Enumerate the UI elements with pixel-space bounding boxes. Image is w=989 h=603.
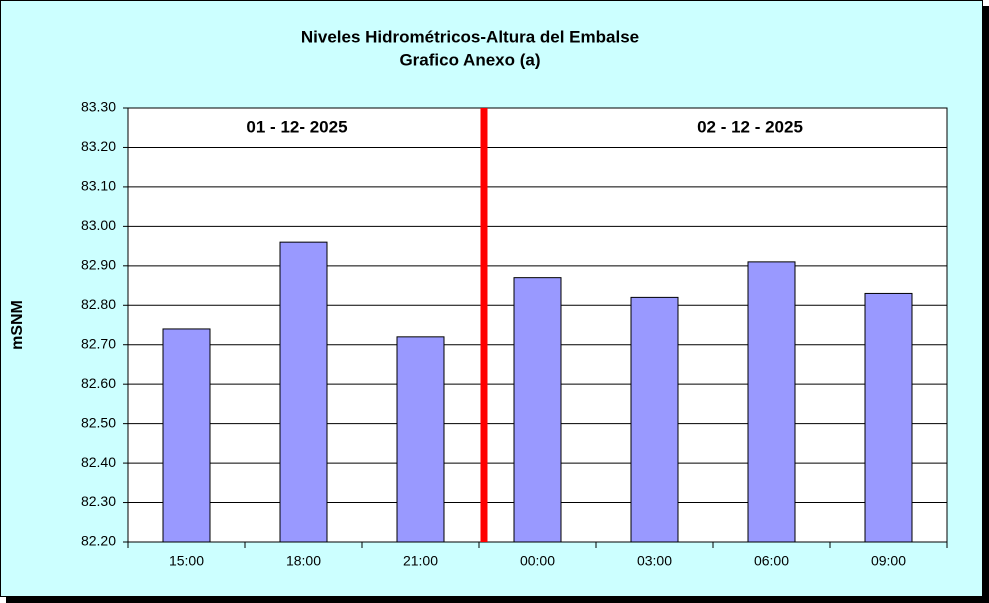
bar — [747, 261, 796, 543]
bar — [396, 336, 445, 543]
bar — [513, 277, 562, 543]
annotation: 01 - 12- 2025 — [246, 117, 347, 136]
x-tick-label: 15:00 — [169, 553, 204, 569]
y-tick-label: 82.80 — [81, 296, 116, 312]
y-tick-label: 82.40 — [81, 454, 116, 470]
chart-title: Niveles Hidrométricos-Altura del Embalse — [301, 27, 639, 46]
x-tick-label: 06:00 — [754, 553, 789, 569]
chart-subtitle: Grafico Anexo (a) — [399, 50, 540, 69]
x-tick-label: 03:00 — [637, 553, 672, 569]
bar — [864, 292, 913, 543]
y-tick-label: 83.10 — [81, 178, 116, 194]
y-tick-label: 82.50 — [81, 414, 116, 430]
y-tick-label: 82.70 — [81, 335, 116, 351]
x-tick-label: 18:00 — [286, 553, 321, 569]
x-tick-label: 21:00 — [403, 553, 438, 569]
bar — [162, 328, 211, 543]
y-tick-label: 82.60 — [81, 375, 116, 391]
annotation: 02 - 12 - 2025 — [697, 117, 803, 136]
x-tick-label: 09:00 — [871, 553, 906, 569]
bar — [279, 241, 328, 543]
marks: 82.20 82.30 82.40 82.50 82.60 82.70 82.80 82.90… — [81, 99, 948, 569]
y-tick-label: 82.30 — [81, 493, 116, 509]
y-tick-label: 83.20 — [81, 138, 116, 154]
y-tick-label: 83.30 — [81, 99, 116, 115]
y-tick-label: 82.90 — [81, 257, 116, 273]
y-axis-label: mSNM — [9, 300, 26, 350]
x-tick-label: 00:00 — [520, 553, 555, 569]
y-tick-label: 82.20 — [81, 533, 116, 549]
bar — [630, 296, 679, 543]
y-tick-label: 83.00 — [81, 217, 116, 233]
